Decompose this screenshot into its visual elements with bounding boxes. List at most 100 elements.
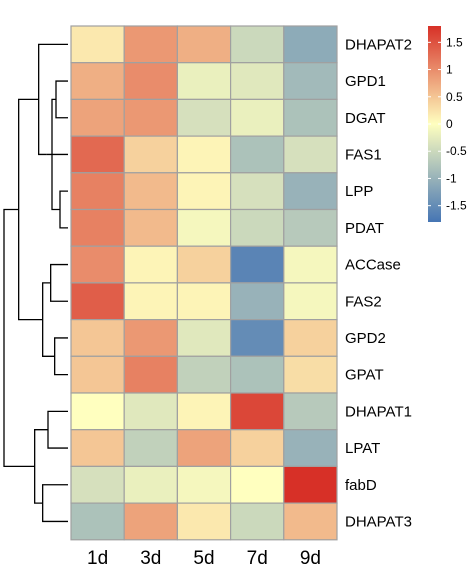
row-label: GPAT — [345, 367, 384, 384]
column-label: 1d — [87, 548, 108, 568]
heatmap-cell — [123, 282, 178, 321]
heatmap-cell — [230, 25, 285, 64]
row-label: GPD2 — [345, 330, 386, 347]
heatmap-cell — [123, 172, 178, 211]
column-labels: 1d 3d 5d 7d 9d — [87, 548, 321, 569]
heatmap-cell — [176, 208, 232, 247]
dendrogram-branch — [54, 337, 68, 376]
heatmap-cell — [230, 465, 285, 504]
heatmap-cell — [123, 25, 178, 64]
heatmap-cell — [123, 502, 178, 541]
heatmap-cell — [70, 282, 125, 321]
dendrogram-branch — [50, 263, 68, 302]
heatmap-cell — [70, 208, 125, 247]
heatmap-cell — [230, 172, 285, 211]
heatmap-cell — [123, 98, 178, 137]
row-label: DHAPAT3 — [345, 513, 412, 530]
heatmap-cell — [230, 245, 285, 284]
legend-tick-label: -1.5 — [446, 199, 467, 213]
row-label: DHAPAT1 — [345, 403, 412, 420]
legend-tick-label: 1 — [446, 63, 453, 77]
heatmap-cell — [123, 135, 178, 174]
heatmap-cell — [176, 392, 232, 431]
row-label: DGAT — [345, 110, 386, 127]
row-label: FAS2 — [345, 293, 382, 310]
heatmap-cell — [283, 62, 338, 101]
heatmap-cell — [176, 25, 232, 64]
heatmap-cell — [283, 135, 338, 174]
row-label: DHAPAT2 — [345, 36, 412, 53]
heatmap-cell — [70, 62, 125, 101]
row-label: fabD — [345, 477, 377, 494]
heatmap-cell — [70, 319, 125, 357]
heatmap-cell — [230, 282, 285, 321]
dendrogram-branch — [59, 190, 68, 229]
legend-colorbar — [428, 26, 441, 222]
heatmap-cell — [123, 319, 178, 357]
dendrogram-branch — [47, 410, 68, 449]
heatmap-cell — [70, 25, 125, 64]
heatmap-cell — [230, 208, 285, 247]
heatmap-cell — [123, 355, 178, 394]
heatmap-cell — [176, 62, 232, 101]
heatmap-cell — [176, 429, 232, 468]
row-label: FAS1 — [345, 146, 382, 163]
heatmap-cell — [176, 282, 232, 321]
heatmap-cell — [283, 355, 338, 394]
heatmap-cell — [70, 245, 125, 284]
heatmap-cell — [123, 429, 178, 468]
heatmap-cell — [230, 392, 285, 431]
legend-tick-label: 1.5 — [446, 35, 463, 49]
row-label: ACCase — [345, 257, 401, 274]
heatmap-cell — [176, 245, 232, 284]
heatmap-cell — [70, 465, 125, 504]
heatmap-cell — [123, 245, 178, 284]
heatmap-cell — [283, 502, 338, 541]
color-legend: 1.5 1 0.5 0 -0.5 -1 -1.5 — [428, 26, 467, 222]
row-labels: DHAPAT2 GPD1 DGAT FAS1 LPP PDAT ACCase FAS2 GPD2… — [345, 36, 412, 530]
row-label: GPD1 — [345, 73, 386, 90]
dendrogram-branch — [34, 429, 48, 504]
dendrogram-branch — [42, 484, 68, 523]
column-label: 5d — [193, 548, 214, 568]
heatmap-cells — [70, 25, 338, 541]
legend-tick-label: -1 — [446, 171, 457, 185]
heatmap-cell — [230, 429, 285, 468]
heatmap-cell — [283, 172, 338, 211]
heatmap-cell — [283, 25, 338, 64]
column-label: 3d — [140, 548, 161, 568]
heatmap-cell — [230, 502, 285, 541]
row-label: LPAT — [345, 440, 380, 457]
heatmap-cell — [176, 502, 232, 541]
heatmap-cell — [230, 62, 285, 101]
heatmap-cell — [283, 98, 338, 137]
heatmap-cell — [70, 502, 125, 541]
heatmap-cell — [70, 135, 125, 174]
dendrogram-branch — [38, 43, 68, 156]
heatmap-cell — [176, 465, 232, 504]
heatmap-cell — [176, 172, 232, 211]
heatmap-cell — [176, 98, 232, 137]
heatmap-cell — [283, 282, 338, 321]
dendrogram-branch — [42, 282, 55, 357]
heatmap-cell — [230, 319, 285, 357]
heatmap-cell — [70, 98, 125, 137]
heatmap-cell — [283, 208, 338, 247]
dendrogram-branch — [3, 208, 35, 468]
heatmap-cell — [70, 172, 125, 211]
heatmap-cell — [230, 98, 285, 137]
heatmap-cell — [123, 208, 178, 247]
heatmap-cell — [70, 429, 125, 468]
column-label: 9d — [300, 548, 321, 568]
row-label: PDAT — [345, 220, 384, 237]
heatmap-cell — [123, 465, 178, 504]
heatmap-cell — [123, 392, 178, 431]
heatmap-cell — [70, 392, 125, 431]
legend-tick-label: 0 — [446, 117, 453, 131]
legend-tick-label: 0.5 — [446, 90, 463, 104]
row-label: LPP — [345, 183, 373, 200]
legend-tick-label: -0.5 — [446, 144, 467, 158]
heatmap-cell — [123, 62, 178, 101]
heatmap-cell — [230, 135, 285, 174]
